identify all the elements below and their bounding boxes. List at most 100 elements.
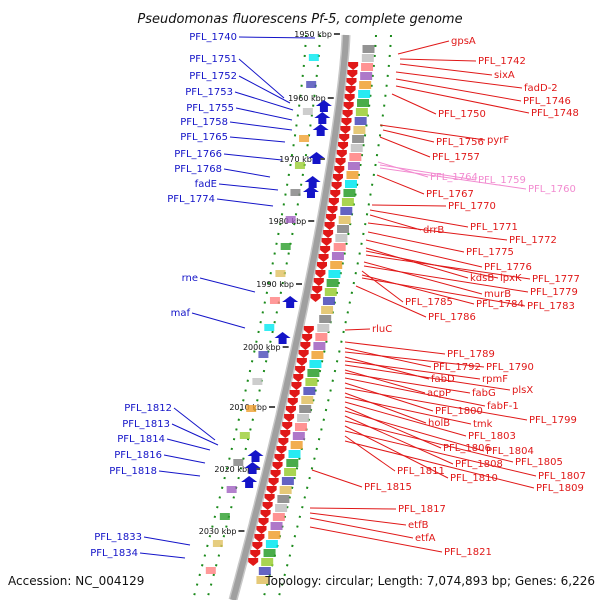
gene-label-murb: murB xyxy=(484,289,511,300)
reverse-gene-arrow xyxy=(345,86,356,94)
feature-box xyxy=(302,108,313,115)
gene-label-pfl_1803: PFL_1803 xyxy=(468,431,516,442)
gene-label-gpsa: gpsA xyxy=(451,36,476,47)
gene-label-holb: holB xyxy=(428,418,450,429)
leader-line-right xyxy=(344,382,434,412)
feature-box xyxy=(275,270,286,277)
reverse-gene-arrow xyxy=(348,62,359,70)
gene-label-pyrf: pyrF xyxy=(487,135,509,146)
feature-box xyxy=(226,486,237,493)
feature-box xyxy=(285,216,296,223)
gene-label-pfl_1792: PFL_1792 xyxy=(433,362,481,373)
feature-box xyxy=(330,261,343,269)
leader-line-left xyxy=(199,277,256,293)
tick-label: 2020 kbp xyxy=(214,465,252,474)
gene-label-fabg: fabG xyxy=(472,388,496,399)
reverse-gene-arrow xyxy=(270,470,281,478)
gene-label-pfl_1760: PFL_1760 xyxy=(528,184,576,195)
reverse-gene-arrow xyxy=(276,446,287,454)
feature-box xyxy=(337,225,350,233)
feature-box xyxy=(294,423,307,431)
feature-box xyxy=(333,243,346,251)
leader-line-left xyxy=(229,121,293,131)
leader-line-right xyxy=(344,392,427,424)
gene-label-pfl_1817: PFL_1817 xyxy=(398,504,446,515)
leader-line-left xyxy=(234,91,294,111)
reverse-gene-arrow xyxy=(343,102,354,110)
forward-gene-arrow xyxy=(247,450,264,462)
feature-box xyxy=(328,270,341,278)
reverse-gene-arrow xyxy=(256,526,267,534)
leader-line-right xyxy=(361,270,404,303)
leader-line-right xyxy=(376,174,425,195)
reverse-gene-arrow xyxy=(332,174,343,182)
feature-box xyxy=(288,450,301,458)
leader-line-right xyxy=(344,369,426,394)
reverse-gene-arrow xyxy=(330,190,341,198)
feature-box xyxy=(309,360,322,368)
leader-line-right xyxy=(363,265,529,293)
reverse-gene-arrow xyxy=(320,246,331,254)
leader-line-right xyxy=(344,401,467,437)
feature-box xyxy=(354,117,367,125)
gene-label-pfl_1746: PFL_1746 xyxy=(523,96,571,107)
leader-line-right xyxy=(379,136,431,158)
reverse-gene-arrow xyxy=(302,334,313,342)
forward-gene-arrow xyxy=(244,462,261,474)
gene-label-pfl_1804: PFL_1804 xyxy=(486,446,534,457)
leader-line-right xyxy=(395,85,530,114)
forward-gene-arrow xyxy=(282,296,299,308)
feature-box xyxy=(335,234,348,242)
gene-label-pfl_1834: PFL_1834 xyxy=(90,548,138,559)
gene-label-rluc: rluC xyxy=(372,324,392,335)
gene-label-pfl_1816: PFL_1816 xyxy=(114,450,162,461)
forward-gene-arrow xyxy=(241,476,258,488)
leader-line-right xyxy=(395,71,523,89)
leader-line-right xyxy=(344,430,537,477)
feature-box xyxy=(219,513,230,520)
feature-box xyxy=(239,432,250,439)
leader-line-left xyxy=(238,58,285,99)
tick-label: 1960 kbp xyxy=(288,94,326,103)
leader-line-right xyxy=(365,239,483,268)
leader-line-right xyxy=(371,204,447,207)
feature-box xyxy=(361,54,374,62)
reverse-gene-arrow xyxy=(312,286,323,294)
feature-box xyxy=(306,81,317,88)
leader-line-right xyxy=(365,254,531,280)
leader-line-right xyxy=(344,415,454,465)
leader-line-right xyxy=(397,40,450,55)
reverse-gene-arrow xyxy=(268,478,279,486)
leader-line-right xyxy=(363,261,483,295)
gene-label-pfl_1751: PFL_1751 xyxy=(189,54,237,65)
gene-label-pfl_1815: PFL_1815 xyxy=(364,482,412,493)
leader-line-right xyxy=(344,387,528,421)
forward-gene-arrow xyxy=(302,186,319,198)
leader-line-left xyxy=(158,470,201,477)
feature-box xyxy=(299,135,310,142)
feature-box xyxy=(275,504,288,512)
gene-label-pfl_1766: PFL_1766 xyxy=(174,149,222,160)
gene-label-pfl_1821: PFL_1821 xyxy=(444,547,492,558)
leader-line-left xyxy=(238,75,291,104)
reverse-gene-arrow xyxy=(295,366,306,374)
gene-label-pfl_1776: PFL_1776 xyxy=(484,262,532,273)
reverse-gene-arrow xyxy=(282,422,293,430)
leader-line-right xyxy=(344,435,396,472)
feature-box xyxy=(256,576,269,584)
reverse-gene-arrow xyxy=(264,494,275,502)
feature-box xyxy=(261,558,274,566)
leader-line-right xyxy=(344,372,471,394)
tick-label: 2030 kbp xyxy=(199,527,237,536)
feature-box xyxy=(290,189,301,196)
gene-label-etfa: etfA xyxy=(415,533,436,544)
gene-label-pfl_1759: PFL_1759 xyxy=(478,175,526,186)
gene-label-fade: fadE xyxy=(195,179,217,190)
reverse-gene-arrow xyxy=(321,238,332,246)
leader-line-right xyxy=(344,347,432,368)
gene-label-fadd-2: fadD-2 xyxy=(524,83,558,94)
feature-box xyxy=(270,522,283,530)
gene-label-pfl_1799: PFL_1799 xyxy=(529,415,577,426)
feature-box xyxy=(322,297,335,305)
leader-line-right xyxy=(344,360,481,380)
